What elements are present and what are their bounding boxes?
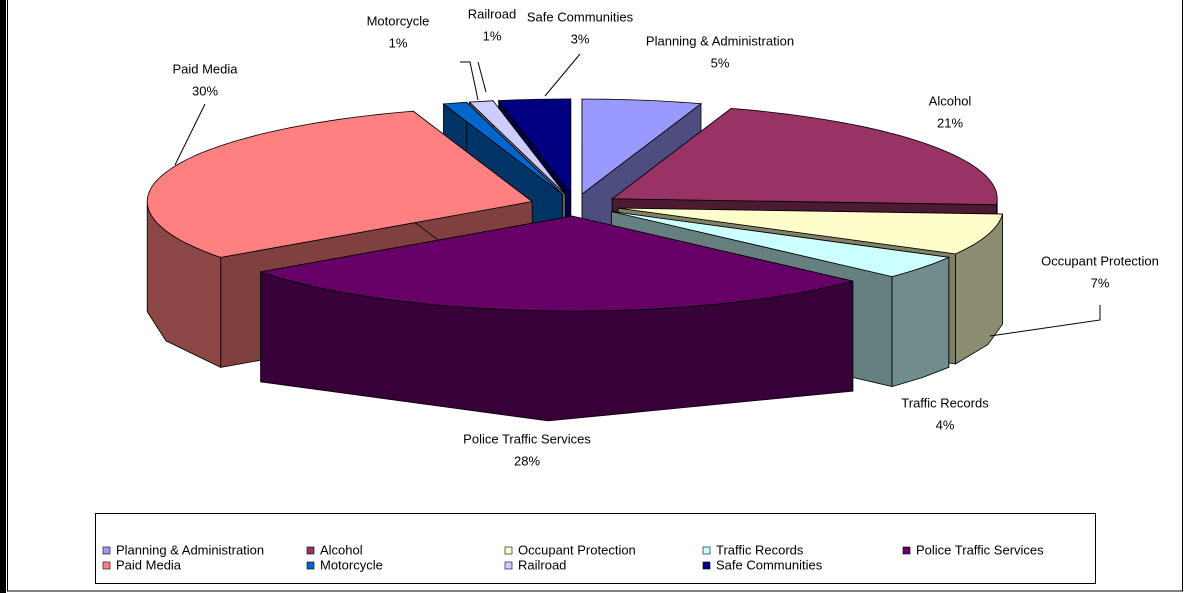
slice-side: [891, 256, 950, 388]
data-label-value: 30%: [192, 83, 218, 98]
slice-top: [611, 211, 951, 278]
leader-line: [989, 305, 1101, 337]
data-label-value: 1%: [389, 35, 408, 50]
legend-swatch: [102, 546, 111, 555]
leader-line: [174, 103, 206, 166]
slice-top: [260, 215, 853, 312]
data-label-name: Motorcycle: [367, 13, 430, 28]
leader-line: [477, 61, 487, 93]
legend-label: Planning & Administration: [116, 542, 264, 557]
data-label-name: Traffic Records: [901, 395, 989, 410]
legend-label: Alcohol: [320, 542, 363, 557]
data-label-name: Railroad: [468, 6, 516, 21]
data-label-value: 21%: [937, 115, 963, 130]
legend-swatch: [702, 561, 711, 570]
data-label-name: Paid Media: [172, 61, 238, 76]
slice-top: [618, 207, 1004, 255]
legend-label: Motorcycle: [320, 557, 383, 572]
legend-swatch: [102, 561, 111, 570]
slice-top: [442, 101, 563, 195]
leader-line: [544, 53, 581, 97]
slice-top: [611, 107, 998, 206]
legend-swatch: [306, 546, 315, 555]
data-label-name: Police Traffic Services: [463, 431, 591, 446]
leader-line: [460, 61, 479, 101]
slice-top: [146, 110, 534, 258]
data-label-value: 28%: [514, 453, 540, 468]
data-label-value: 5%: [711, 55, 730, 70]
legend-swatch: [504, 561, 513, 570]
slice-top: [468, 100, 566, 195]
legend-swatch: [902, 546, 911, 555]
legend-label: Paid Media: [116, 557, 182, 572]
data-label-value: 4%: [936, 417, 955, 432]
slice-top: [581, 98, 703, 195]
slice: [260, 215, 854, 422]
legend-box: [95, 513, 1096, 584]
data-label-name: Occupant Protection: [1041, 253, 1159, 268]
data-label-name: Alcohol: [929, 93, 972, 108]
legend-swatch: [702, 546, 711, 555]
slice-top: [497, 98, 572, 196]
legend-label: Occupant Protection: [518, 542, 636, 557]
legend-label: Safe Communities: [716, 557, 823, 572]
legend-label: Traffic Records: [716, 542, 804, 557]
legend-label: Police Traffic Services: [916, 542, 1044, 557]
data-label-value: 7%: [1091, 275, 1110, 290]
legend-swatch: [306, 561, 315, 570]
data-label-name: Safe Communities: [527, 9, 634, 24]
data-label-value: 3%: [571, 31, 590, 46]
data-label-name: Planning & Administration: [646, 33, 794, 48]
chart-border: [7, 0, 1183, 592]
legend-label: Railroad: [518, 557, 566, 572]
data-label-value: 1%: [483, 28, 502, 43]
legend-swatch: [504, 546, 513, 555]
frame-edge: [0, 0, 6, 593]
